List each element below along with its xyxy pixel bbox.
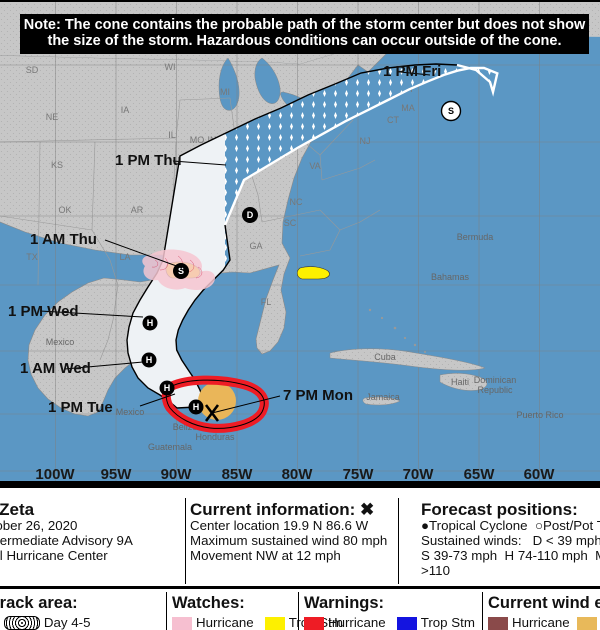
svg-text:Puerto Rico: Puerto Rico — [516, 410, 563, 420]
svg-text:SD: SD — [26, 65, 39, 75]
svg-text:H: H — [147, 318, 154, 328]
svg-text:H: H — [164, 383, 171, 393]
svg-text:65W: 65W — [464, 466, 496, 483]
svg-text:1 PM Fri: 1 PM Fri — [383, 63, 441, 80]
svg-text:95W: 95W — [101, 466, 133, 483]
svg-text:Bahamas: Bahamas — [431, 272, 470, 282]
svg-text:FL: FL — [261, 297, 272, 307]
svg-text:1 AM Thu: 1 AM Thu — [30, 231, 97, 248]
svg-text:Guatemala: Guatemala — [148, 442, 192, 452]
svg-text:90W: 90W — [161, 466, 193, 483]
svg-text:70W: 70W — [403, 466, 435, 483]
svg-text:NJ: NJ — [360, 136, 371, 146]
svg-text:D: D — [247, 210, 254, 220]
svg-text:75W: 75W — [343, 466, 375, 483]
svg-text:1 PM Thu: 1 PM Thu — [115, 152, 182, 169]
svg-text:Mexico: Mexico — [116, 407, 145, 417]
svg-text:Cuba: Cuba — [374, 352, 396, 362]
svg-text:GA: GA — [249, 241, 262, 251]
svg-text:1 PM Tue: 1 PM Tue — [48, 399, 113, 416]
svg-text:Republic: Republic — [477, 385, 513, 395]
svg-text:7 PM Mon: 7 PM Mon — [283, 387, 353, 404]
svg-text:NC: NC — [290, 197, 303, 207]
svg-text:NE: NE — [46, 112, 59, 122]
svg-text:VA: VA — [309, 161, 320, 171]
svg-text:AR: AR — [131, 205, 144, 215]
svg-text:80W: 80W — [282, 466, 314, 483]
svg-text:H: H — [193, 402, 200, 412]
svg-text:MO: MO — [190, 135, 205, 145]
svg-text:IA: IA — [121, 105, 130, 115]
svg-text:MA: MA — [401, 103, 415, 113]
svg-text:1 PM Wed: 1 PM Wed — [8, 303, 79, 320]
svg-text:100W: 100W — [35, 466, 75, 483]
svg-text:Haiti: Haiti — [451, 377, 469, 387]
svg-text:LA: LA — [119, 252, 130, 262]
svg-text:KS: KS — [51, 160, 63, 170]
svg-text:WI: WI — [165, 62, 176, 72]
svg-text:Bermuda: Bermuda — [457, 232, 494, 242]
svg-text:Honduras: Honduras — [195, 432, 235, 442]
svg-text:IL: IL — [168, 130, 176, 140]
svg-text:TX: TX — [26, 252, 38, 262]
svg-text:MI: MI — [220, 87, 230, 97]
svg-text:H: H — [146, 355, 153, 365]
svg-text:60W: 60W — [524, 466, 556, 483]
svg-text:Dominican: Dominican — [474, 375, 517, 385]
svg-text:Jamaica: Jamaica — [366, 392, 400, 402]
svg-text:CT: CT — [387, 115, 399, 125]
svg-text:S: S — [448, 106, 454, 116]
svg-text:85W: 85W — [222, 466, 254, 483]
svg-text:SC: SC — [284, 218, 297, 228]
svg-text:OK: OK — [58, 205, 71, 215]
svg-text:Mexico: Mexico — [46, 337, 75, 347]
svg-text:1 AM Wed: 1 AM Wed — [20, 360, 91, 377]
